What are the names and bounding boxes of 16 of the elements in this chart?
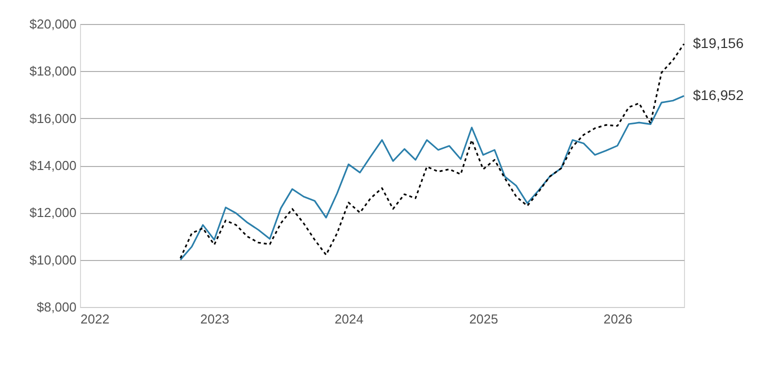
y-tick-label: $12,000 bbox=[30, 205, 76, 220]
x-tick-label: 2025 bbox=[469, 312, 498, 326]
y-tick-label: $10,000 bbox=[30, 252, 76, 268]
y-tick-label: $18,000 bbox=[30, 64, 76, 79]
y-tick-label: $16,000 bbox=[30, 110, 76, 126]
y-tick-label: $8,000 bbox=[36, 300, 76, 314]
y-tick-label: $20,000 bbox=[30, 16, 76, 32]
line-series bbox=[180, 95, 685, 261]
y-tick-label: $14,000 bbox=[30, 158, 76, 173]
annotation: $16,952 bbox=[693, 86, 744, 103]
line-series bbox=[180, 43, 685, 259]
x-tick-label: 2026 bbox=[603, 312, 632, 326]
x-tick-label: 2022 bbox=[80, 312, 110, 326]
x-tick-label: 2023 bbox=[200, 312, 230, 326]
annotation: $19,156 bbox=[693, 34, 744, 51]
x-tick-label: 2024 bbox=[334, 312, 364, 326]
